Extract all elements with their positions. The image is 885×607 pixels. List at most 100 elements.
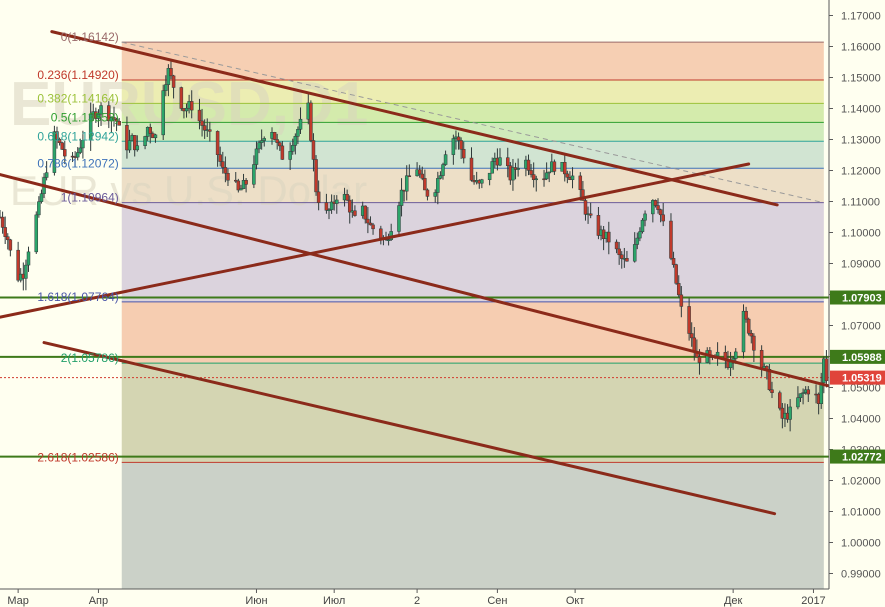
candle-body: [778, 392, 782, 409]
candle-body: [257, 142, 261, 150]
candle-body: [798, 393, 803, 398]
candle-body: [436, 178, 440, 193]
candle-body: [316, 191, 321, 203]
x-tick-label: Мар: [7, 595, 29, 607]
candle-body: [208, 129, 212, 132]
fib-level-label: 0.236(1.14920): [37, 68, 118, 82]
candle-body: [433, 192, 437, 197]
y-tick-label: 0.99000: [841, 569, 881, 581]
candle-body: [534, 178, 539, 181]
candle-body: [278, 142, 282, 147]
candle-body: [746, 318, 751, 334]
candle-body: [806, 389, 811, 395]
candle-body: [259, 140, 264, 143]
candle-body: [8, 239, 13, 251]
candle-body: [635, 237, 640, 245]
candle-body: [423, 178, 427, 191]
candle-body: [640, 219, 645, 232]
candle-body: [819, 382, 823, 404]
candle-body: [607, 231, 611, 243]
candle-body: [78, 147, 83, 153]
candle-body: [96, 113, 101, 119]
candle-body: [24, 264, 28, 279]
fib-zone-2: [121, 79, 824, 104]
fib-zone-1: [121, 42, 824, 80]
candle-body: [200, 120, 204, 126]
candle-body: [55, 131, 59, 140]
x-tick-label: Дек: [724, 595, 743, 607]
candle-body: [252, 164, 256, 185]
candle-body: [749, 333, 754, 337]
candle-body: [456, 136, 461, 141]
candle-body: [487, 172, 492, 180]
candle-body: [52, 131, 57, 173]
candle-body: [26, 251, 31, 266]
candle-body: [280, 145, 285, 160]
candle-body: [581, 189, 585, 201]
candle-body: [563, 162, 567, 175]
fib-level-label: 1.618(1.07764): [37, 290, 118, 304]
candle-body: [221, 161, 225, 168]
y-tick-label: 1.01000: [841, 507, 881, 519]
candle-body: [135, 145, 140, 151]
candle-body: [6, 236, 10, 241]
x-tick-label: Июн: [245, 595, 267, 607]
price-tag: [830, 449, 885, 464]
candle-body: [461, 148, 466, 159]
candle-body: [169, 68, 173, 77]
candle-body: [658, 209, 663, 216]
horizontal-levels: [0, 296, 829, 458]
candle-body: [290, 145, 295, 152]
price-tag-label: 1.05319: [842, 373, 882, 385]
candle-body: [233, 179, 238, 182]
y-tick-label: 1.12000: [841, 166, 881, 178]
candle-body: [0, 216, 5, 228]
candle-body: [143, 136, 147, 146]
candle-body: [44, 172, 49, 178]
y-tick-label: 1.15000: [841, 73, 881, 85]
trend-line: [0, 173, 831, 388]
price-tag: [830, 370, 885, 385]
y-tick-label: 1.14000: [841, 104, 881, 116]
candle-body: [669, 220, 673, 259]
candle-body: [262, 138, 266, 141]
candle-body: [451, 138, 456, 155]
candle-body: [296, 129, 300, 137]
candle-body: [272, 132, 277, 140]
candle-body: [651, 200, 655, 215]
candle-body: [459, 140, 463, 150]
fib-zone-9: [121, 363, 824, 463]
candle-body: [417, 169, 422, 175]
candle-body: [741, 310, 746, 353]
price-tag: [830, 349, 885, 364]
candle-body: [588, 213, 593, 216]
candle-body: [171, 75, 176, 88]
candle-body: [57, 139, 62, 144]
candle-body: [226, 173, 230, 181]
candle-body: [824, 358, 829, 382]
candle-body: [689, 333, 694, 339]
candle-body: [353, 210, 357, 216]
candle-body: [788, 406, 792, 420]
candle-body: [202, 125, 207, 131]
candle-body: [164, 84, 168, 91]
candle-body: [37, 201, 41, 216]
candle-body: [293, 136, 298, 146]
x-tick-label: 2017: [801, 595, 825, 607]
x-tick-label: Июл: [323, 595, 345, 607]
fib-zone-below: [121, 462, 824, 589]
y-tick-label: 1.00000: [841, 538, 881, 550]
candle-body: [632, 244, 637, 262]
candle-body: [345, 194, 349, 201]
fibonacci-baseline: [121, 41, 824, 204]
fib-zone-3: [121, 103, 824, 123]
fib-level-label: 0.5(1.13553): [51, 110, 119, 124]
candle-body: [309, 102, 313, 141]
candle-body: [752, 335, 756, 351]
candle-body: [386, 239, 391, 241]
y-tick-label: 1.07000: [841, 321, 881, 333]
candle-body: [526, 159, 531, 171]
candle-body: [441, 164, 445, 176]
candle-body: [542, 178, 546, 181]
